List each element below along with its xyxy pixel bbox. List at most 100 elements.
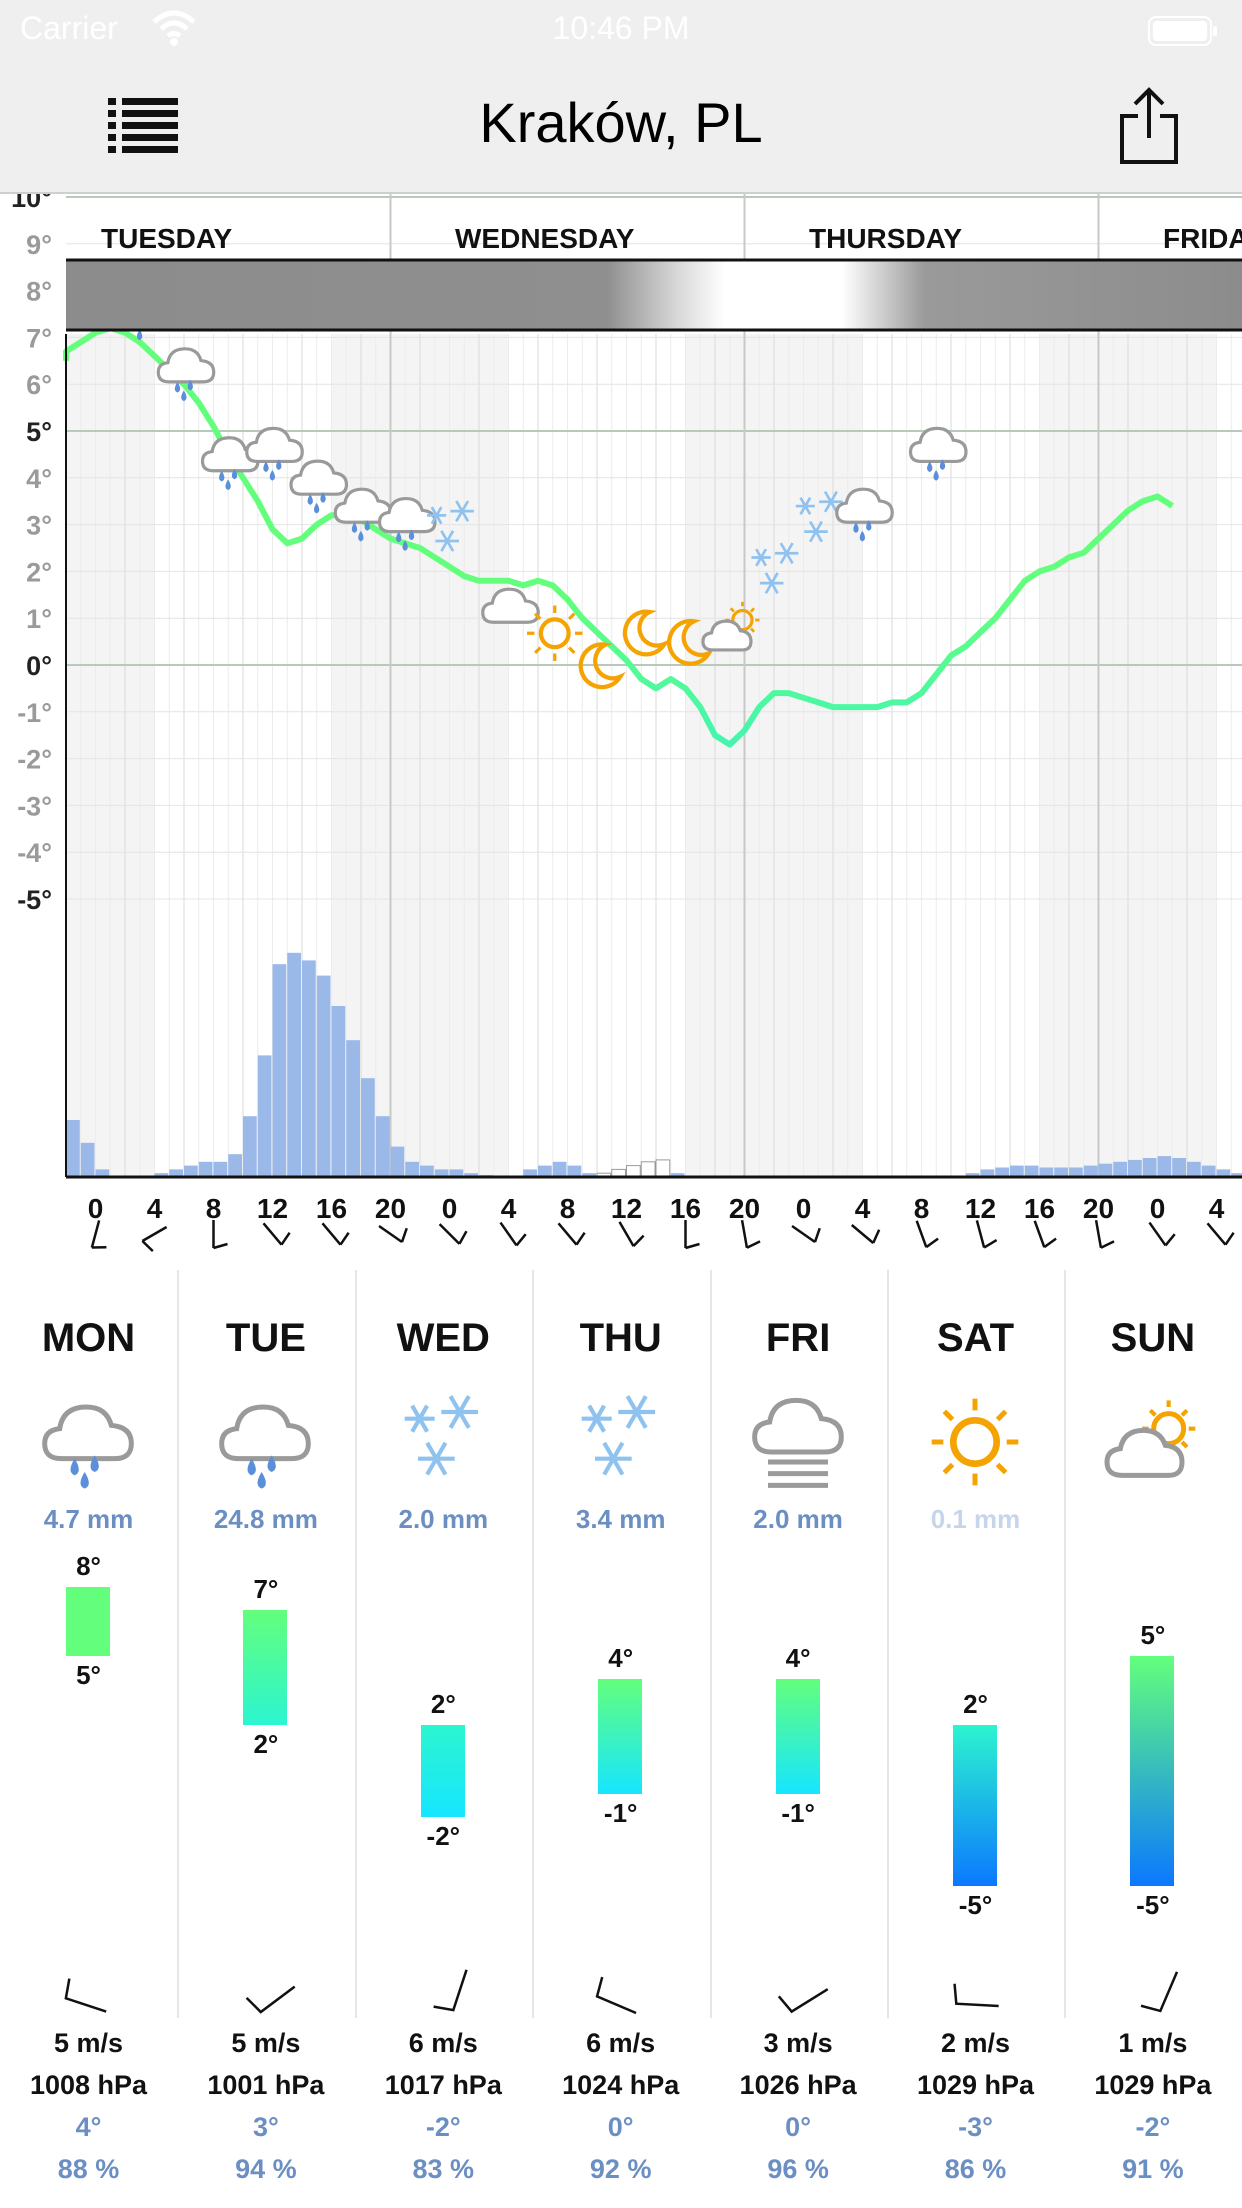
precip-bar [95,1169,110,1177]
wind-barb-stroke [1206,1222,1235,1246]
precip-bar [198,1161,213,1177]
humidity: 86 % [944,2154,1007,2184]
day-name: SUN [1110,1316,1196,1360]
wind-speed: 3 m/s [763,2028,833,2058]
day-column[interactable]: WED 2.0 mm 2° -2° 6 m/s 1017 hPa -2° 83 % [355,1262,532,2208]
precip-bar [1142,1158,1157,1177]
precip-bar [1024,1165,1039,1177]
precip-bar [1113,1161,1127,1177]
wind-barb-icon [378,1224,408,1244]
day-name: WED [396,1316,490,1360]
day-column[interactable]: MON 4.7 mm 8° 5° 5 m/s 1008 hPa 4° 88 % [0,1262,177,2208]
temperature-range-bar [1130,1656,1175,1886]
page-title: Kraków, PL [479,91,763,154]
precip-amount: 2.0 mm [398,1504,489,1534]
share-icon[interactable] [1118,86,1180,166]
temperature-range-bar [420,1725,465,1817]
wind-barb-stroke [684,1220,700,1250]
precip-bar [361,1078,375,1177]
partly-cloudy-icon [1102,1392,1202,1492]
rain-icon [215,1392,315,1492]
wind-barb-stroke [141,1225,168,1253]
day-column[interactable]: FRI 2.0 mm 4° -1° 3 m/s 1026 hPa 0° 96 % [710,1262,887,2208]
x-tick-label: 4 [147,1193,163,1224]
precip-bar [449,1169,464,1177]
precip-bar [1069,1167,1083,1177]
precip-bar [1172,1158,1186,1177]
cloud-cover-bar [66,260,1242,330]
status-time: 10:46 PM [552,10,690,46]
wind-barb-icon [777,1988,828,2014]
precip-bar [184,1165,198,1177]
precip-bar [980,1169,995,1177]
precip-amount: 4.7 mm [43,1504,134,1534]
wind-barb-stroke [212,1220,228,1250]
wind-barb-icon [953,1983,999,2008]
wifi-icon [152,10,196,46]
fog-icon [748,1392,848,1492]
max-temp-label: 7° [253,1574,279,1604]
wind-barb-icon [975,1220,998,1249]
precip-bar [243,1116,257,1177]
wind-barb-icon [740,1219,761,1249]
temperature-range-bar [243,1610,288,1725]
wind-barb-icon [438,1223,468,1245]
wind-barb-icon [557,1222,586,1246]
y-tick-label: 0° [26,651,52,681]
day-name: SAT [936,1316,1015,1360]
day-column[interactable]: TUE 24.8 mm 7° 2° 5 m/s 1001 hPa 3° 94 % [177,1262,354,2208]
y-tick-label: 4° [26,464,52,494]
precip-bar [1083,1165,1098,1177]
wind-barb-icon [1206,1222,1235,1246]
humidity: 91 % [1122,2154,1184,2184]
precip-bar [995,1167,1009,1177]
precip-bar [640,1161,656,1178]
dew-point: -3° [958,2112,993,2142]
day-label: FRIDA [1163,223,1242,254]
x-tick-label: 12 [257,1193,288,1224]
pressure: 1001 hPa [207,2070,325,2100]
list-icon[interactable] [108,96,178,156]
day-label: WEDNESDAY [455,223,635,254]
precip-bar [1128,1159,1142,1177]
precip-amount: 2.0 mm [753,1504,843,1534]
precip-bar [287,952,301,1177]
precip-bar [1010,1165,1024,1177]
wind-speed: 5 m/s [231,2028,301,2058]
precip-bar [420,1165,434,1177]
day-column[interactable]: SAT 0.1 mm 2° -5° 2 m/s 1029 hPa -3° 86 % [887,1262,1064,2208]
precip-bar [375,1116,390,1177]
precip-bar [331,1006,346,1177]
x-tick-label: 8 [206,1193,222,1224]
wind-barb-icon [791,1224,821,1244]
day-column[interactable]: THU 3.4 mm 4° -1° 6 m/s 1024 hPa 0° 92 % [532,1262,709,2208]
wind-speed: 5 m/s [53,2028,124,2058]
day-column[interactable]: SUN 5° -5° 1 m/s 1029 hPa -2° 91 % [1064,1262,1241,2208]
precip-bar [169,1169,183,1177]
precip-bar [346,1040,360,1177]
wind-barb-stroke [791,1224,821,1244]
column-divider [354,1270,357,2018]
day-label: TUESDAY [101,223,233,254]
precip-bar [552,1161,567,1177]
precip-bar [567,1165,582,1177]
pressure: 1029 hPa [1094,2070,1212,2100]
meteogram-chart: TUESDAYWEDNESDAYTHURSDAYFRIDA13°12°11°10… [11,194,1242,1253]
battery-icon [1148,16,1217,46]
humidity: 88 % [57,2154,120,2184]
precip-bar [316,975,331,1177]
pressure: 1026 hPa [739,2070,857,2100]
wind-barb-icon [499,1221,527,1247]
precip-bar [228,1154,242,1177]
precip-bar [523,1169,537,1177]
precip-bar [80,1142,95,1177]
sun-icon [527,606,582,661]
max-temp-label: 4° [785,1643,811,1673]
rain-icon [245,426,304,483]
dew-point: 4° [75,2112,102,2142]
precip-bar [965,1173,980,1177]
min-temp-label: -1° [603,1798,638,1828]
x-tick-label: 4 [855,1193,871,1224]
daily-forecast: MON 4.7 mm 8° 5° 5 m/s 1008 hPa 4° 88 % TUE 24.8 … [0,1262,1242,2208]
dew-point: 0° [785,2112,811,2142]
